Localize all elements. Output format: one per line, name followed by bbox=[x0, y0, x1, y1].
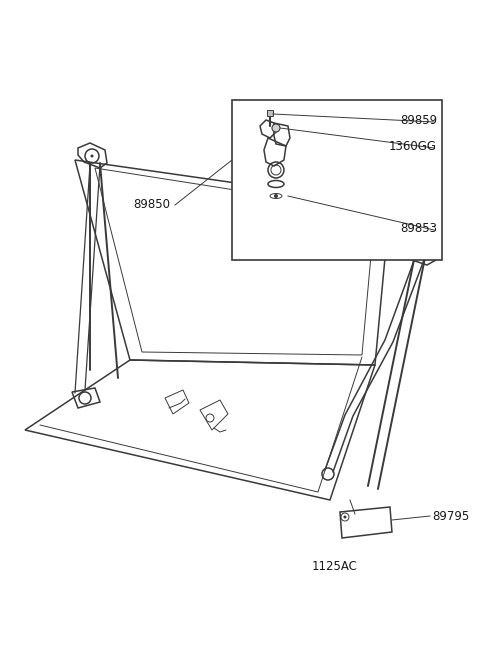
Circle shape bbox=[274, 194, 278, 198]
Text: 89859: 89859 bbox=[400, 115, 437, 128]
Polygon shape bbox=[267, 110, 273, 116]
Bar bbox=[232, 100, 442, 260]
Circle shape bbox=[91, 155, 94, 157]
Circle shape bbox=[419, 250, 421, 253]
Text: 89850: 89850 bbox=[133, 198, 170, 212]
Text: 89795: 89795 bbox=[432, 510, 469, 523]
Text: 89853: 89853 bbox=[400, 223, 437, 236]
Circle shape bbox=[344, 515, 347, 519]
Text: 1360GG: 1360GG bbox=[389, 141, 437, 153]
Circle shape bbox=[272, 124, 280, 132]
Text: 1125AC: 1125AC bbox=[312, 560, 358, 573]
